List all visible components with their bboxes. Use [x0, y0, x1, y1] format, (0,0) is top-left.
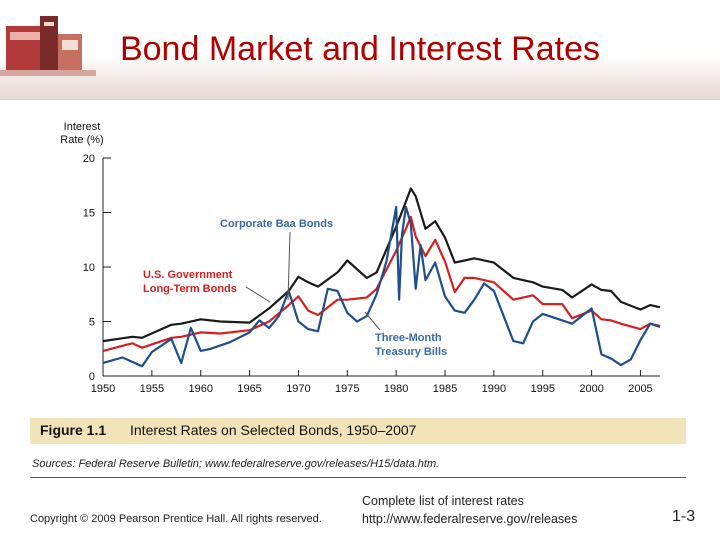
divider	[30, 477, 686, 478]
x-tick-label: 1975	[335, 383, 359, 395]
slide-number: 1-3	[672, 508, 696, 525]
y-axis-label-line: Interest	[64, 121, 101, 133]
complete-list-text: Complete list of interest rates	[362, 494, 524, 508]
slide-title: Bond Market and Interest Rates	[119, 30, 601, 68]
y-tick-label: 0	[89, 371, 95, 383]
chart-axes: 0 5 10 15 20 1950 1955 1960 1965 1970 1975 1980 1985…	[83, 153, 660, 395]
annotation-label: U.S. Government	[143, 269, 233, 281]
x-tick-label: 1970	[286, 383, 310, 395]
annotation-pointer	[287, 231, 291, 301]
x-tick-label: 1965	[237, 383, 261, 395]
x-tick-label: 1960	[188, 383, 212, 395]
annotation-label: Three-Month	[375, 332, 442, 344]
y-tick-label: 10	[83, 262, 95, 274]
x-tick-label: 1990	[482, 383, 506, 395]
books-logo	[0, 16, 96, 76]
annotation-pointer	[245, 286, 271, 303]
x-tick-label: 1950	[91, 383, 115, 395]
figure-number: Figure 1.1	[40, 422, 107, 438]
release-link[interactable]: http://www.federalreserve.gov/releases	[362, 512, 578, 526]
annotation-label: Treasury Bills	[375, 346, 447, 358]
header-band	[0, 0, 720, 100]
series-line-tbill	[102, 205, 661, 368]
x-tick-label: 2000	[579, 383, 603, 395]
series-line-baa	[102, 187, 661, 343]
annotation-label: Corporate Baa Bonds	[220, 218, 333, 230]
x-tick-label: 1980	[384, 383, 408, 395]
chart-lines	[102, 187, 661, 368]
y-tick-label: 5	[89, 317, 95, 329]
x-tick-label: 1995	[530, 383, 554, 395]
y-axis-label-line: Rate (%)	[60, 134, 103, 146]
annotation-pointer	[364, 311, 381, 331]
chart-annotations: Corporate Baa Bonds U.S. Government Long-T…	[143, 218, 447, 358]
copyright-text: Copyright © 2009 Pearson Prentice Hall. …	[30, 513, 322, 525]
sources-note: Sources: Federal Reserve Bulletin; www.f…	[32, 458, 440, 470]
figure-title: Interest Rates on Selected Bonds, 1950–2…	[130, 422, 417, 438]
y-tick-label: 20	[83, 153, 95, 165]
figure-caption: Figure 1.1 Interest Rates on Selected Bo…	[30, 418, 686, 444]
x-tick-label: 2005	[628, 383, 652, 395]
annotation-label: Long-Term Bonds	[143, 283, 237, 295]
x-tick-label: 1955	[140, 383, 164, 395]
interest-rate-chart: 0 5 10 15 20 1950 1955 1960 1965 1970 1975 1980 1985…	[60, 121, 661, 395]
x-tick-label: 1985	[433, 383, 457, 395]
y-tick-label: 15	[83, 208, 95, 220]
series-line-gov	[102, 215, 661, 352]
